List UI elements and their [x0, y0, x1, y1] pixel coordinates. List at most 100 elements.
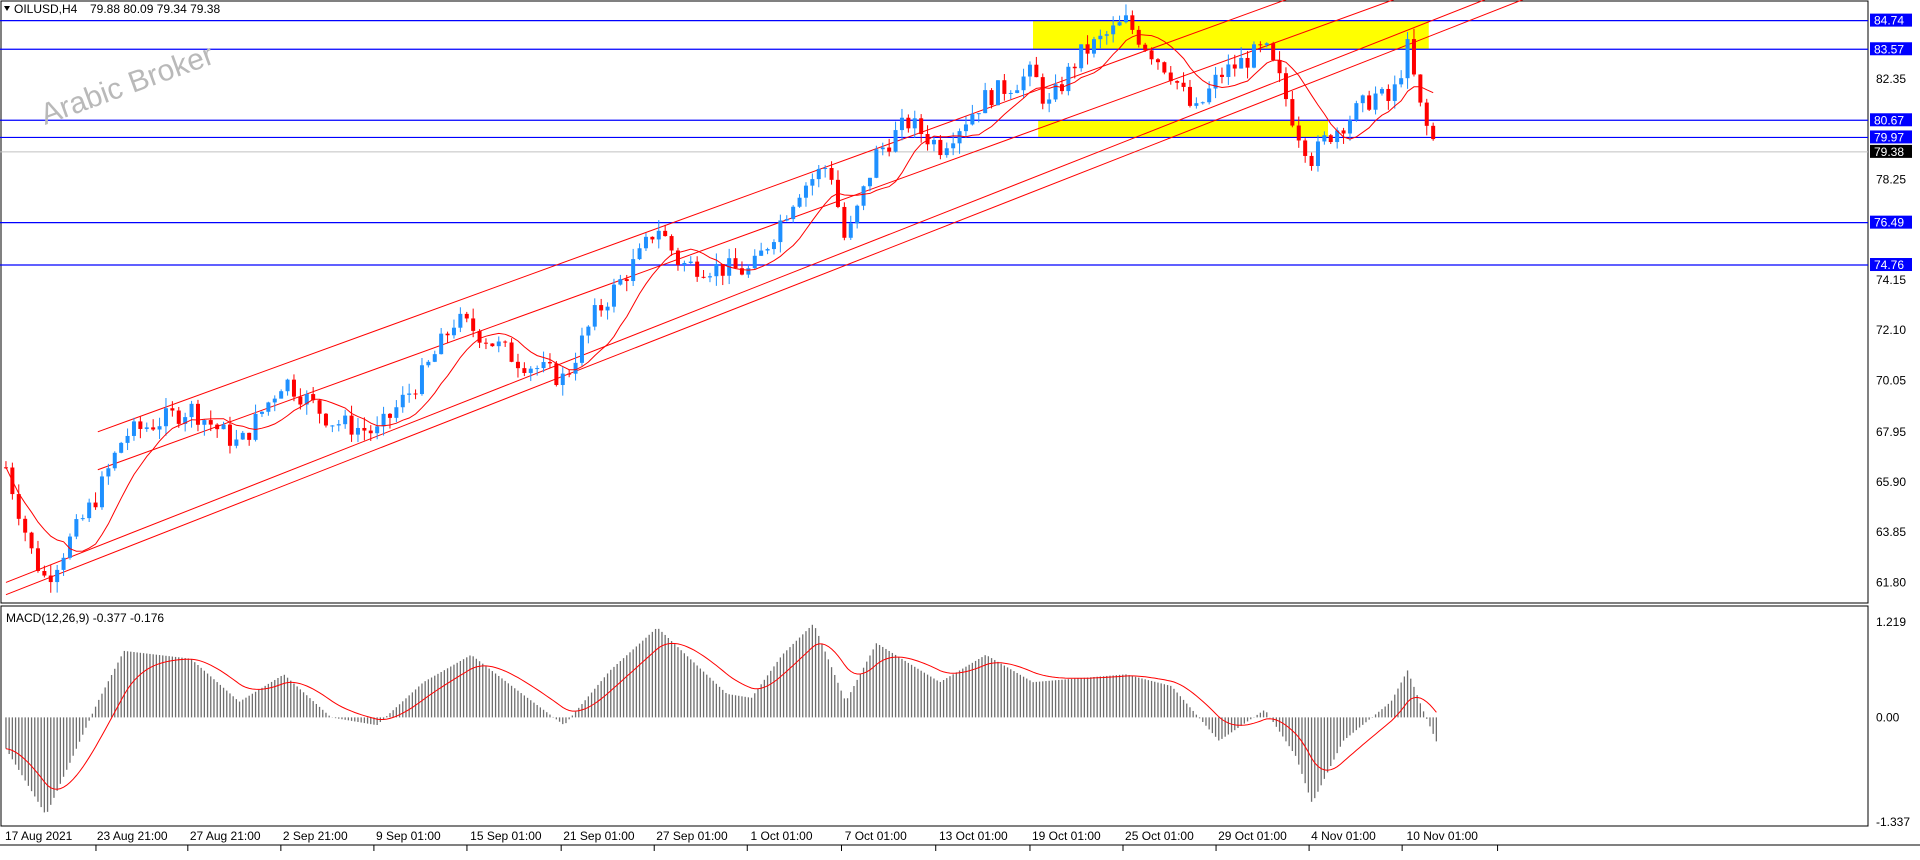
candle-body — [157, 426, 162, 430]
moving-average-line — [5, 33, 1434, 552]
highlight-zone — [1033, 20, 1429, 50]
time-tick: 15 Sep 01:00 — [470, 829, 542, 843]
candle-body — [202, 420, 207, 425]
candle-body — [80, 518, 85, 520]
candle-body — [1232, 64, 1237, 69]
candle-body — [771, 242, 776, 250]
channel-line — [5, 0, 1486, 583]
candle-body — [496, 341, 501, 347]
candle-body — [618, 279, 623, 285]
candle-body — [35, 548, 40, 571]
candle-body — [515, 361, 520, 369]
candle-body — [1021, 76, 1026, 91]
candle-body — [547, 362, 552, 364]
candle-body — [125, 435, 130, 443]
candle-body — [272, 398, 277, 403]
candle-body — [887, 147, 892, 152]
candle-body — [1079, 44, 1084, 69]
candle-body — [957, 131, 962, 144]
candle-body — [279, 391, 284, 399]
candle-body — [1239, 57, 1244, 69]
candle-body — [131, 421, 136, 436]
candle-body — [650, 236, 655, 240]
candle-body — [1360, 95, 1365, 104]
candle-body — [234, 439, 239, 446]
candle-body — [605, 306, 610, 311]
time-tick: 9 Sep 01:00 — [376, 829, 441, 843]
price-tick: 78.25 — [1876, 173, 1906, 187]
candle-body — [432, 354, 437, 362]
candle-body — [823, 168, 828, 170]
level-label-tag: 76.49 — [1870, 215, 1912, 230]
time-tick: 1 Oct 01:00 — [750, 829, 812, 843]
candle-body — [138, 421, 143, 429]
candle-body — [221, 424, 226, 430]
price-axis: 82.35 78.25 72.10 70.05 67.95 65.90 63.8… — [1876, 72, 1906, 589]
candle-body — [861, 186, 866, 206]
candle-body — [1392, 84, 1397, 101]
candle-body — [1354, 103, 1359, 121]
candle-body — [119, 442, 124, 453]
candle-body — [1213, 74, 1218, 89]
highlight-zone — [1038, 120, 1329, 138]
candle-body — [1347, 120, 1352, 134]
candle-body — [112, 452, 117, 469]
candle-body — [746, 268, 751, 275]
candle-body — [643, 236, 648, 249]
candle-body — [55, 569, 60, 583]
ohlc-label: 79.88 80.09 79.34 79.38 — [90, 2, 220, 16]
macd-label: MACD(12,26,9) -0.377 -0.176 — [6, 611, 164, 625]
moving-average-layer — [5, 33, 1434, 552]
candle-body — [336, 424, 341, 426]
candle-body — [87, 502, 92, 519]
level-label-tag: 83.57 — [1870, 42, 1912, 56]
candle-body — [983, 90, 988, 114]
candle-body — [247, 432, 252, 440]
candle-body — [42, 570, 47, 576]
candle-body — [925, 134, 930, 145]
candle-body — [906, 117, 911, 129]
candle-body — [631, 259, 636, 282]
candle-body — [368, 430, 373, 434]
candle-body — [1066, 66, 1071, 92]
level-label: 84.74 — [1874, 14, 1904, 28]
candle-body — [394, 407, 399, 418]
dropdown-triangle-icon[interactable] — [4, 6, 10, 11]
candle-body — [829, 168, 834, 180]
price-tick: 63.85 — [1876, 525, 1906, 539]
candle-body — [464, 313, 469, 319]
candle-body — [1175, 81, 1180, 83]
candle-body — [266, 402, 271, 412]
candle-body — [183, 417, 188, 424]
current-price-tag: 79.38 — [1870, 144, 1912, 159]
candle-body — [637, 248, 642, 260]
candle-body — [682, 262, 687, 266]
candle-body — [848, 223, 853, 238]
candle-body — [1117, 22, 1122, 26]
candle-body — [784, 219, 789, 221]
candle-body — [170, 408, 175, 411]
time-tick: 27 Aug 21:00 — [190, 829, 261, 843]
candle-body — [528, 368, 533, 373]
candle-body — [951, 143, 956, 149]
candle-body — [1155, 59, 1160, 63]
price-tick: 72.10 — [1876, 323, 1906, 337]
candle-body — [1091, 39, 1096, 54]
candle-body — [656, 230, 661, 240]
candle-body — [1027, 64, 1032, 77]
time-tick: 7 Oct 01:00 — [845, 829, 907, 843]
time-tick: 13 Oct 01:00 — [939, 829, 1008, 843]
time-tick: 10 Nov 01:00 — [1407, 829, 1479, 843]
candle-body — [611, 284, 616, 307]
candle-body — [163, 408, 168, 427]
candle-body — [1053, 84, 1058, 100]
candle-body — [304, 394, 309, 405]
candle-body — [535, 368, 540, 370]
candle-body — [1296, 125, 1301, 141]
candle-body — [1405, 39, 1410, 79]
candle-body — [311, 394, 316, 401]
main-panel-frame — [0, 0, 1869, 604]
candle-body — [451, 327, 456, 336]
candle-body — [1328, 135, 1333, 143]
